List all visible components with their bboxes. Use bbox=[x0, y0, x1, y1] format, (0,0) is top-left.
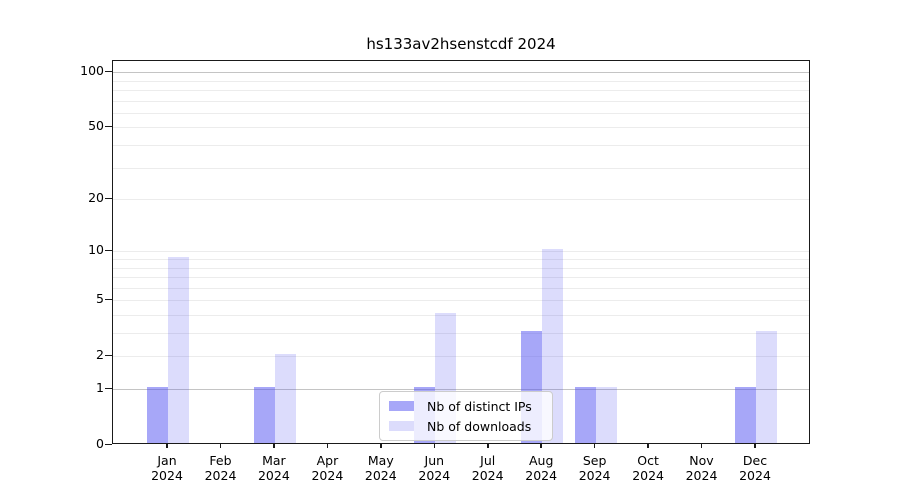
legend-label-distinct-ips: Nb of distinct IPs bbox=[427, 398, 532, 414]
x-tick-label-oct: Oct 2024 bbox=[632, 453, 664, 483]
chart-title: hs133av2hsenstcdf 2024 bbox=[366, 35, 556, 53]
gridline-5 bbox=[113, 300, 809, 302]
bar-distinct-ips-mar bbox=[253, 387, 275, 443]
x-tick-mark-aug bbox=[540, 444, 542, 448]
legend-item-downloads: Nb of downloads bbox=[385, 416, 547, 436]
x-tick-mark-feb bbox=[219, 444, 222, 448]
gridline-minor-40 bbox=[113, 145, 809, 146]
legend-swatch-distinct-ips bbox=[389, 401, 414, 411]
gridline-1 bbox=[113, 389, 809, 390]
gridline-minor-6 bbox=[113, 287, 809, 289]
gridline-50 bbox=[113, 127, 809, 129]
x-tick-label-may: May 2024 bbox=[364, 453, 397, 483]
x-tick-mark-jan bbox=[166, 444, 168, 448]
x-tick-mark-nov bbox=[700, 444, 703, 448]
gridline-minor-7 bbox=[113, 277, 809, 278]
x-tick-label-nov: Nov 2024 bbox=[685, 453, 718, 483]
legend: Nb of distinct IPs Nb of downloads bbox=[379, 391, 553, 441]
x-tick-mark-mar bbox=[273, 444, 275, 448]
x-tick-label-feb: Feb 2024 bbox=[204, 453, 237, 483]
x-tick-mark-sep bbox=[593, 444, 596, 448]
x-tick-mark-dec bbox=[754, 444, 756, 448]
gridline-20 bbox=[113, 199, 809, 201]
gridline-minor-80 bbox=[113, 90, 809, 91]
gridline-minor-3 bbox=[113, 333, 809, 334]
gridline-minor-90 bbox=[113, 80, 809, 82]
x-tick-label-sep: Sep 2024 bbox=[578, 453, 611, 483]
y-tick-label-100: 100 bbox=[80, 63, 104, 79]
gridline-10 bbox=[113, 251, 809, 253]
y-tick-label-20: 20 bbox=[88, 190, 104, 206]
x-tick-mark-jun bbox=[433, 444, 435, 448]
bar-downloads-dec bbox=[756, 331, 777, 443]
y-tick-label-2: 2 bbox=[96, 347, 104, 363]
y-tick-mark-10 bbox=[105, 249, 112, 252]
legend-swatch-downloads bbox=[389, 421, 414, 431]
bar-distinct-ips-jan bbox=[147, 387, 168, 443]
gridline-minor-70 bbox=[113, 100, 809, 102]
gridline-2 bbox=[113, 356, 809, 358]
y-tick-label-5: 5 bbox=[96, 291, 104, 307]
y-tick-label-0: 0 bbox=[96, 436, 104, 451]
bar-distinct-ips-sep bbox=[574, 387, 596, 443]
y-tick-mark-1 bbox=[105, 387, 112, 389]
x-tick-label-aug: Aug 2024 bbox=[525, 453, 558, 483]
x-tick-label-jan: Jan 2024 bbox=[151, 453, 183, 483]
gridline-minor-30 bbox=[113, 167, 809, 169]
x-tick-mark-may bbox=[380, 444, 382, 448]
y-tick-mark-2 bbox=[105, 354, 112, 357]
x-tick-label-jul: Jul 2024 bbox=[471, 453, 504, 483]
gridline-minor-9 bbox=[113, 259, 809, 260]
x-tick-label-jun: Jun 2024 bbox=[418, 453, 451, 483]
x-tick-mark-jul bbox=[487, 444, 489, 448]
y-tick-label-1: 1 bbox=[96, 380, 104, 395]
x-tick-label-dec: Dec 2024 bbox=[739, 453, 771, 483]
y-tick-mark-100 bbox=[105, 70, 112, 73]
legend-label-downloads: Nb of downloads bbox=[427, 418, 532, 434]
gridline-minor-4 bbox=[113, 315, 809, 316]
bar-downloads-mar bbox=[274, 354, 296, 443]
x-tick-label-apr: Apr 2024 bbox=[311, 453, 344, 483]
bar-distinct-ips-dec bbox=[735, 387, 756, 443]
gridline-minor-8 bbox=[113, 267, 809, 269]
bar-downloads-jan bbox=[168, 257, 189, 443]
y-tick-mark-5 bbox=[105, 298, 112, 301]
y-tick-label-10: 10 bbox=[88, 242, 104, 258]
y-tick-label-50: 50 bbox=[88, 118, 104, 134]
y-tick-mark-50 bbox=[105, 125, 112, 128]
gridline-minor-60 bbox=[113, 112, 809, 114]
legend-item-distinct-ips: Nb of distinct IPs bbox=[385, 396, 547, 416]
plot-area: Nb of distinct IPs Nb of downloads bbox=[112, 60, 810, 444]
bar-downloads-sep bbox=[595, 387, 617, 443]
x-tick-label-mar: Mar 2024 bbox=[257, 453, 290, 483]
y-tick-mark-20 bbox=[105, 197, 112, 200]
y-tick-mark-0 bbox=[105, 443, 112, 445]
x-tick-mark-oct bbox=[647, 444, 649, 448]
gridline-100 bbox=[113, 72, 809, 74]
x-tick-mark-apr bbox=[326, 444, 329, 448]
